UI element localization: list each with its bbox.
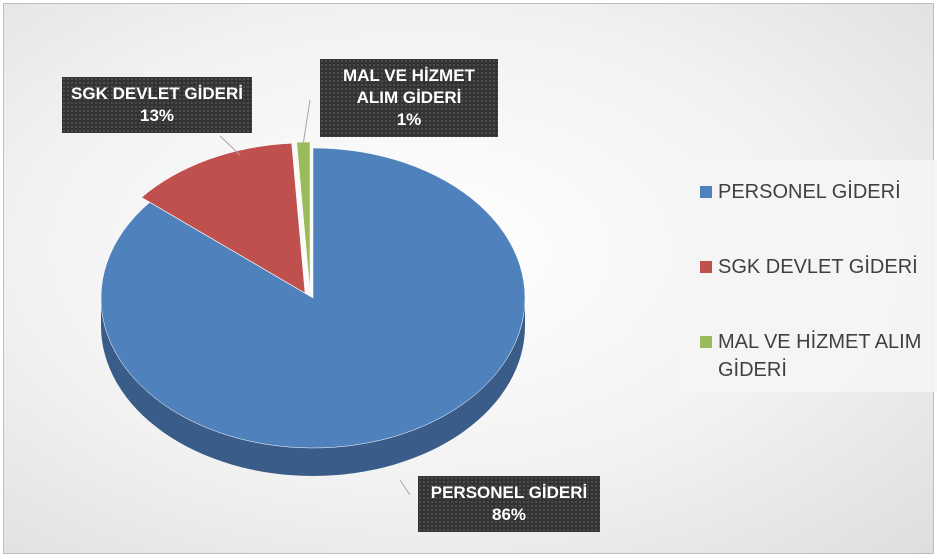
data-label: SGK DEVLET GİDERİ 13% [62, 77, 252, 133]
data-label-category: SGK DEVLET GİDERİ [71, 84, 243, 103]
leader-line [302, 99, 311, 146]
data-label: MAL VE HİZMET ALIM GİDERİ 1% [320, 59, 498, 137]
leader-line [219, 135, 241, 156]
data-label-category: MAL VE HİZMET ALIM GİDERİ [343, 66, 475, 107]
data-label-value: 1% [396, 110, 422, 129]
legend-label: SGK DEVLET GİDERİ [718, 256, 918, 278]
slice [141, 143, 306, 294]
legend-swatch [700, 261, 712, 273]
legend-item: MAL VE HİZMET ALIM GİDERİ [700, 328, 935, 384]
data-label-value: 86% [491, 505, 527, 524]
legend-label: MAL VE HİZMET ALIM GİDERİ [718, 331, 922, 381]
slice-side [101, 298, 525, 476]
data-label: PERSONEL GİDERİ 86% [418, 476, 600, 532]
legend-swatch [700, 336, 712, 348]
data-label-category: PERSONEL GİDERİ [430, 483, 588, 502]
legend-label: PERSONEL GİDERİ [718, 181, 901, 203]
slice [100, 147, 526, 449]
legend-item: SGK DEVLET GİDERİ [700, 253, 935, 281]
legend-item: PERSONEL GİDERİ [700, 178, 935, 206]
leader-line [399, 479, 411, 496]
legend: PERSONEL GİDERİ SGK DEVLET GİDERİ MAL VE H… [680, 160, 937, 392]
data-label-value: 13% [139, 106, 175, 125]
legend-swatch [700, 186, 712, 198]
